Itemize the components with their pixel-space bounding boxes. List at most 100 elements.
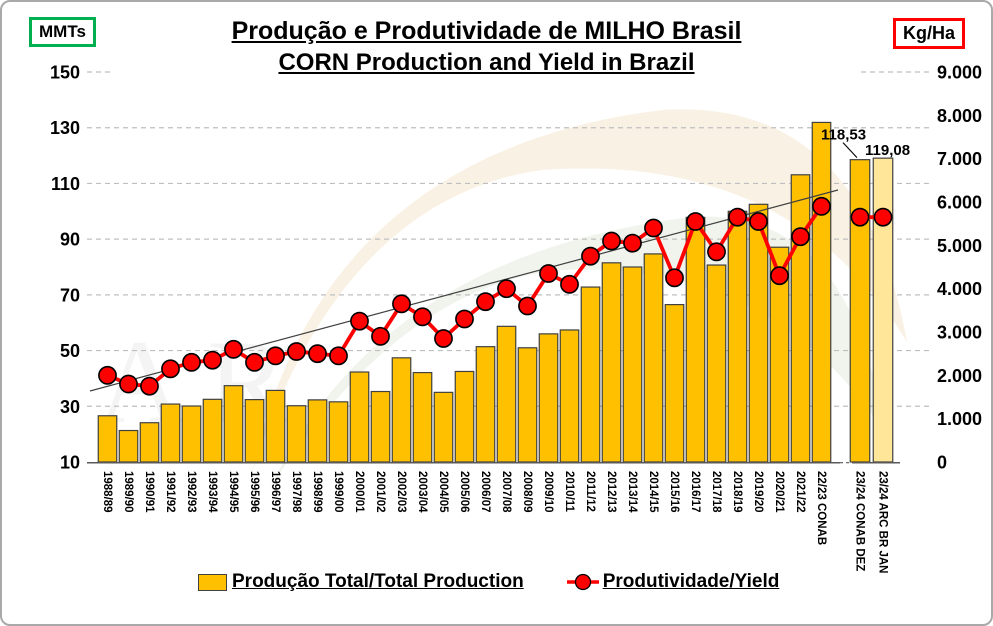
- x-axis-label-2009-10: 2009/10: [542, 471, 554, 513]
- production-legend-swatch: [198, 573, 227, 591]
- x-axis-label-1995-96: 1995/96: [248, 471, 260, 513]
- production-bar-2012-13: [601, 262, 622, 463]
- yield-dot-2004-05: [434, 329, 453, 348]
- production-legend-label: Produção Total/Total Production: [232, 571, 524, 592]
- yield-legend-label: Produtividade/Yield: [602, 571, 780, 592]
- x-axis-label-2003-04: 2003/04: [416, 471, 428, 513]
- yield-dot-2014-15: [644, 218, 663, 238]
- right-axis-tick: 0: [937, 453, 947, 473]
- left-axis-tick-labels: 150 130 110 90 70 50 30 10: [50, 63, 80, 473]
- x-axis-label-1990-91: 1990/91: [143, 471, 155, 513]
- production-bar-2007-08: [496, 325, 517, 463]
- production-bar-1995-96: [244, 399, 265, 463]
- right-axis-tick: 3.000: [937, 323, 982, 343]
- yield-dot-2019-20: [749, 212, 768, 231]
- x-axis-label-1994-95: 1994/95: [227, 471, 239, 513]
- yield-dot-2005-06: [455, 309, 474, 329]
- production-bar-23-24-CONAB-DEZ: [849, 159, 871, 463]
- right-axis-tick: 9.000: [937, 63, 982, 83]
- x-axis-label-2001-02: 2001/02: [374, 471, 386, 513]
- yield-dot-1997-98: [287, 342, 306, 361]
- production-bar-2015-16: [664, 304, 685, 463]
- x-axis-label-2013-14: 2013/14: [626, 471, 638, 513]
- yield-dot-2009-10: [539, 264, 558, 283]
- x-axis-label-1998-99: 1998/99: [311, 471, 323, 513]
- yield-dot-2000-01: [350, 311, 369, 331]
- right-axis-tick: 2.000: [937, 366, 982, 386]
- left-axis-tick: 50: [60, 341, 80, 361]
- yield-dot-2013-14: [623, 233, 642, 253]
- production-bar-2017-18: [706, 264, 727, 463]
- production-bar-22-23-CONAB: [811, 121, 832, 463]
- production-bar-2010-11: [559, 329, 580, 463]
- yield-dot-2015-16: [665, 268, 684, 288]
- x-axis-label-22-23-CONAB: 22/23 CONAB: [815, 471, 827, 545]
- production-bar-2006-07: [475, 346, 496, 463]
- production-bar-2011-12: [580, 286, 601, 463]
- x-axis-label-1988-89: 1988/89: [101, 471, 113, 513]
- yield-dot-1991-92: [161, 359, 180, 379]
- chart-title: Produção e Produtividade de MILHO Brasil…: [112, 16, 861, 79]
- right-axis-tick-labels: 9.000 8.000 7.000 6.000 5.000 4.000 3.000 2.000…: [937, 63, 982, 473]
- yield-dot-2020-21: [770, 266, 789, 286]
- yield-dot-2016-17: [686, 212, 705, 231]
- yield-dot-1988-89: [98, 365, 117, 385]
- left-axis-tick: 30: [60, 397, 80, 417]
- x-axis-label-1999-00: 1999/00: [332, 471, 344, 513]
- x-axis-label-2000-01: 2000/01: [353, 471, 365, 513]
- annotation-text: 119,08: [865, 142, 910, 159]
- yield-dot-2010-11: [560, 274, 579, 294]
- yield-dot-2006-07: [476, 292, 495, 312]
- production-bar-2018-19: [727, 210, 748, 463]
- x-axis-label-2020-21: 2020/21: [773, 471, 785, 513]
- x-axis-label-2006-07: 2006/07: [479, 471, 491, 513]
- production-bar-2014-15: [643, 253, 664, 463]
- production-bar-1991-92: [160, 403, 181, 463]
- yield-dot-2018-19: [728, 207, 747, 227]
- production-bar-1993-94: [202, 398, 223, 463]
- chart-title-line1: Produção e Produtividade de MILHO Brasil: [231, 17, 742, 45]
- yield-dot-22-23-CONAB: [812, 196, 831, 216]
- production-bar-2004-05: [433, 391, 454, 463]
- x-axis-label-2021-22: 2021/22: [794, 471, 806, 513]
- chart-legend: Produção Total/Total Production Produtiv…: [198, 571, 779, 593]
- production-bar-1989-90: [118, 429, 139, 463]
- x-axis-category-labels: 1988/89 1989/90 1990/91 1991/92 1992/93 1993/…: [101, 471, 889, 573]
- yield-dot-2012-13: [602, 231, 621, 251]
- yield-dot-23-24-CONAB-DEZ: [850, 207, 870, 227]
- yield-dot-1989-90: [119, 374, 138, 394]
- x-axis-label-2015-16: 2015/16: [668, 471, 680, 513]
- x-axis-label-23-24-CONAB-DEZ: 23/24 CONAB DEZ: [854, 471, 866, 571]
- production-bar-23-24-ARC-BR-JAN: [872, 157, 894, 463]
- yield-dot-2017-18: [707, 242, 726, 262]
- production-bar-2003-04: [412, 371, 433, 463]
- x-axis-label-1993-94: 1993/94: [206, 471, 218, 513]
- yield-dots: [98, 196, 893, 396]
- yield-dot-2002-03: [392, 294, 411, 314]
- right-axis-unit-box: Kg/Ha: [892, 18, 965, 49]
- production-bar-1996-97: [265, 389, 286, 463]
- x-axis-label-2018-19: 2018/19: [731, 471, 743, 513]
- x-axis-label-1992-93: 1992/93: [185, 471, 197, 513]
- yield-dot-1992-93: [182, 352, 201, 372]
- x-axis-label-2002-03: 2002/03: [395, 471, 407, 513]
- production-bar-1992-93: [181, 405, 202, 463]
- yield-dot-2007-08: [497, 279, 516, 299]
- production-bars: [97, 121, 894, 463]
- yield-dot-2021-22: [791, 227, 810, 247]
- x-axis-label-2014-15: 2014/15: [647, 471, 659, 513]
- left-axis-tick: 70: [60, 285, 80, 305]
- x-axis-label-2008-09: 2008/09: [521, 471, 533, 513]
- yield-dot-1999-00: [329, 346, 348, 366]
- production-bar-2013-14: [622, 266, 643, 463]
- left-axis-tick: 90: [60, 230, 80, 250]
- x-axis-label-23-24-ARC-BR-JAN: 23/24 ARC BR JAN: [877, 471, 889, 573]
- yield-dot-2011-12: [581, 246, 600, 266]
- right-axis-tick: 4.000: [937, 279, 982, 299]
- yield-dot-2001-02: [371, 326, 390, 346]
- production-bar-1990-91: [139, 422, 160, 463]
- x-axis-label-2019-20: 2019/20: [752, 471, 764, 513]
- right-axis-tick: 6.000: [937, 193, 982, 213]
